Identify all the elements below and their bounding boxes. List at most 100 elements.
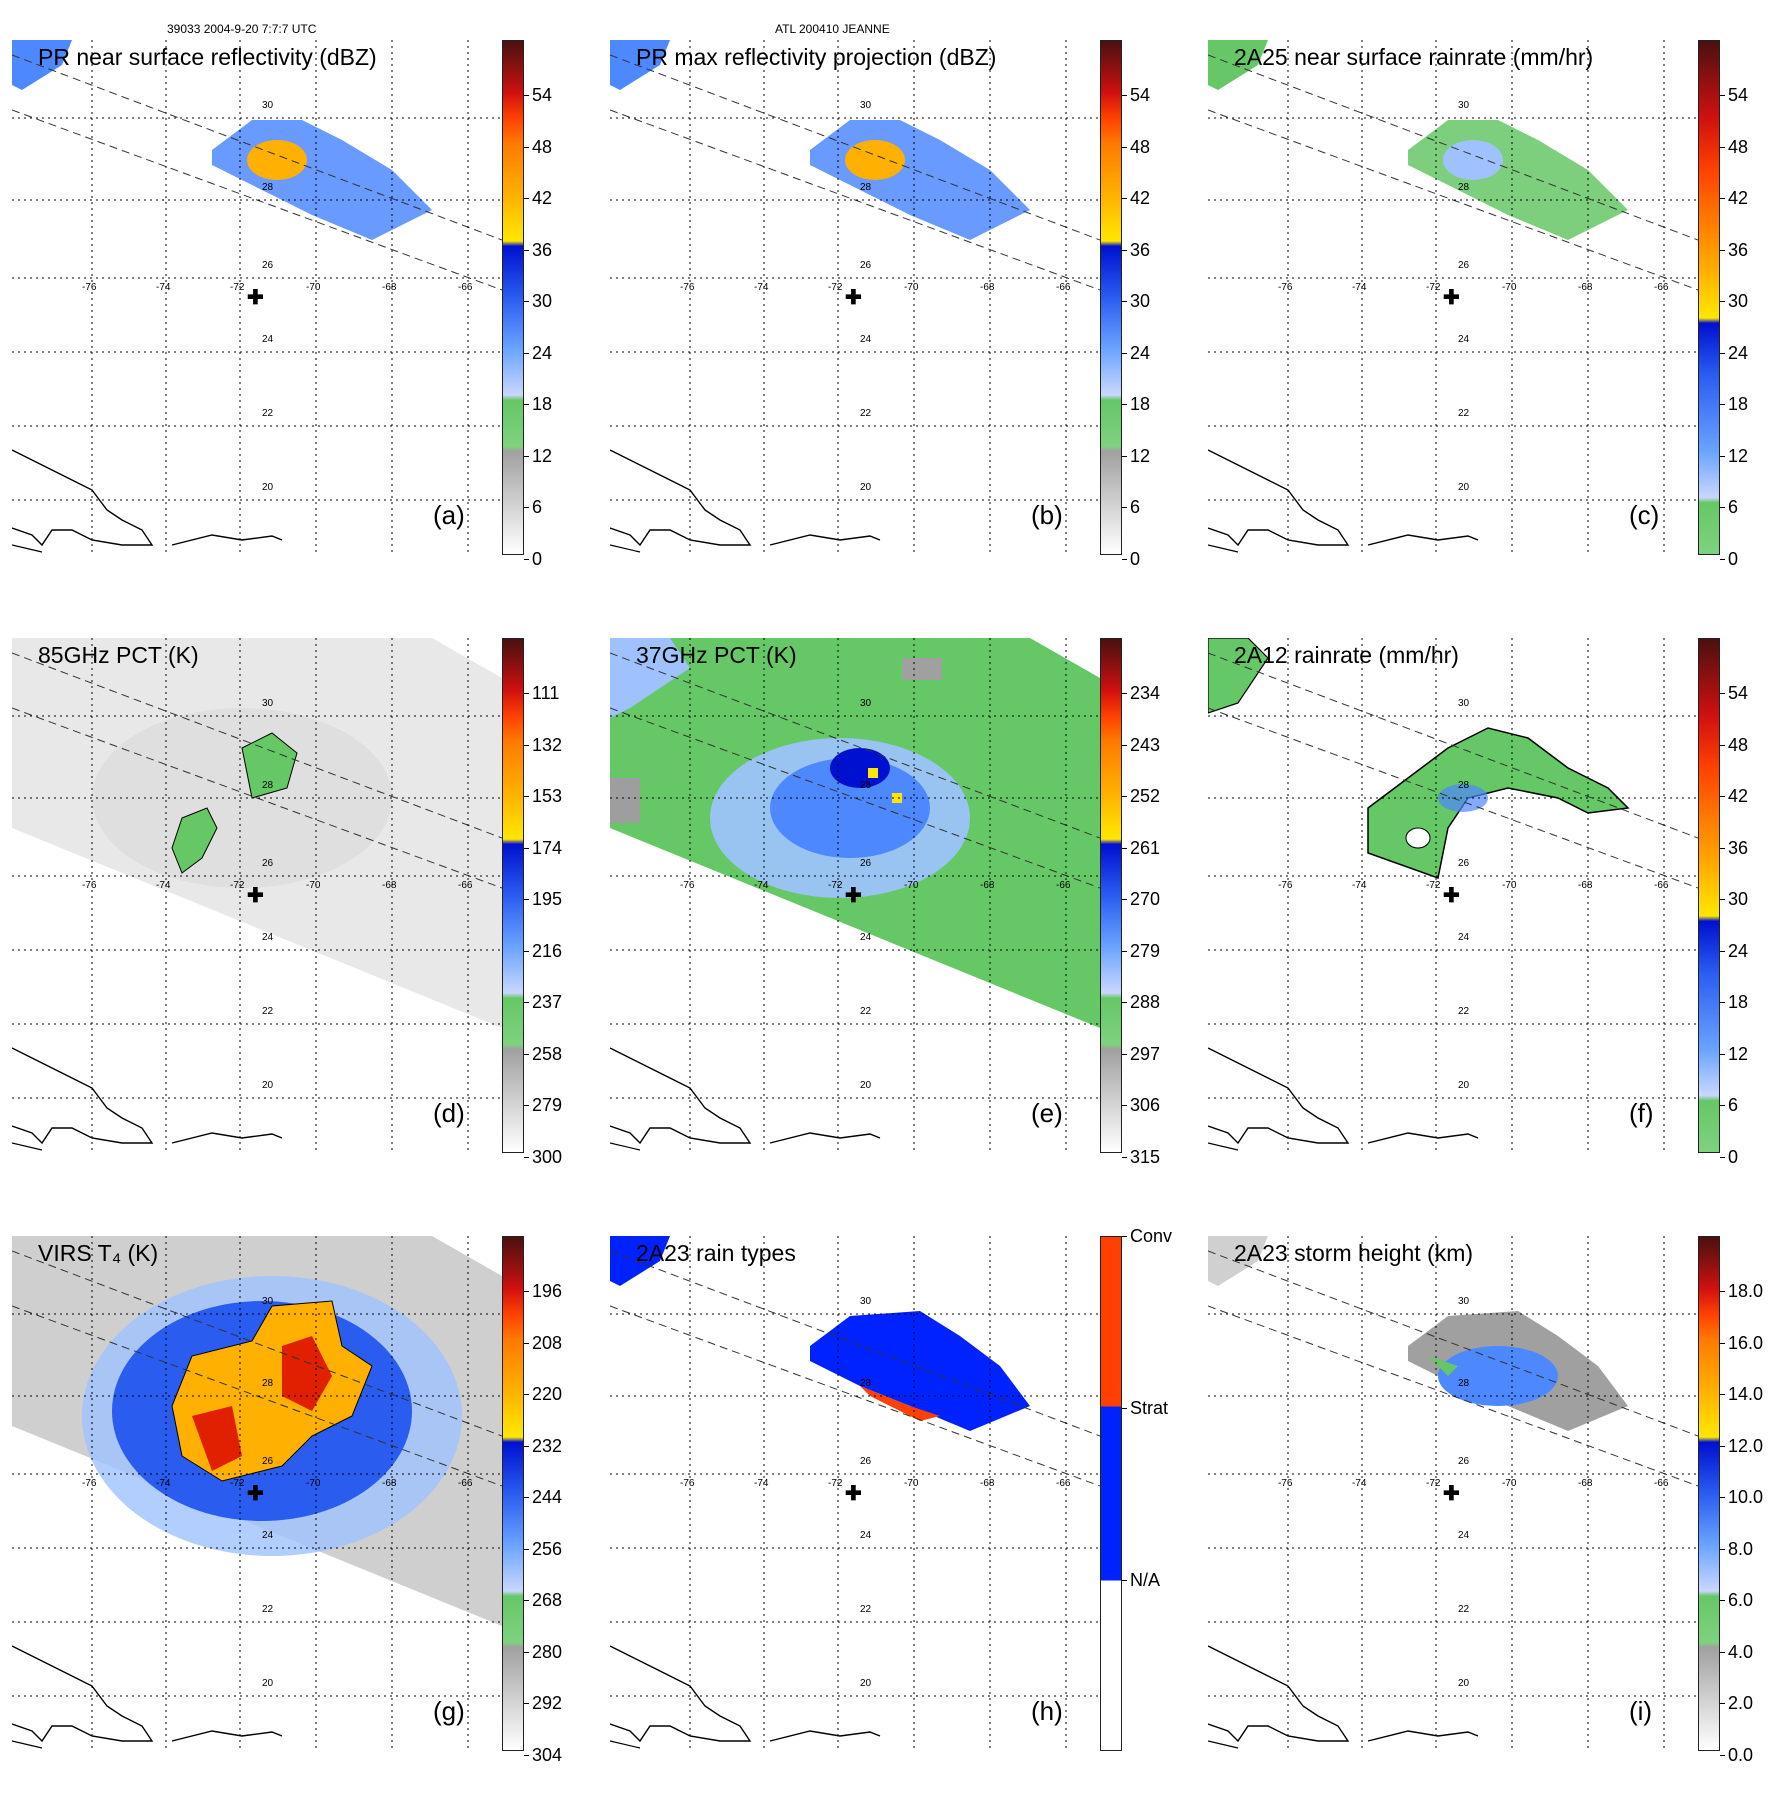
colorbar-tick-label: 12 xyxy=(1130,445,1151,466)
lat-label: 26 xyxy=(262,260,274,271)
panel-b: 30 28 26 24 22 20 -76 -74 -72 -70 -68 -66 ✚ PR max re… xyxy=(598,0,1188,600)
lat-label: 28 xyxy=(860,182,872,193)
lat-label: 30 xyxy=(1458,698,1470,709)
colorbar-tick-label: 24 xyxy=(1728,940,1749,961)
colorbar-tick-mark xyxy=(524,249,529,251)
colorbar xyxy=(1698,638,1720,1153)
colorbar-tick-mark xyxy=(524,1156,529,1158)
colorbar-tick-label: 12 xyxy=(1728,1043,1749,1064)
colorbar-tick-label: 216 xyxy=(532,940,563,961)
colorbar-tick-label: 0 xyxy=(532,548,543,569)
lat-label: 24 xyxy=(860,932,872,943)
lon-label: -72 xyxy=(828,1478,843,1489)
colorbar-tick-label: 12 xyxy=(532,445,553,466)
colorbar-tick-label: 268 xyxy=(532,1590,563,1610)
colorbar-tick-mark xyxy=(1720,950,1725,952)
storm-center-marker: ✚ xyxy=(247,885,264,907)
panel-title: 2A23 storm height (km) xyxy=(1234,1240,1474,1266)
panel-title: 2A12 rainrate (mm/hr) xyxy=(1234,642,1459,668)
storm-center-marker: ✚ xyxy=(845,1483,862,1505)
lon-label: -66 xyxy=(458,282,473,293)
lon-label: -68 xyxy=(382,1478,397,1489)
colorbar-tick-mark xyxy=(1122,95,1127,96)
lat-label: 30 xyxy=(262,698,274,709)
lat-label: 26 xyxy=(860,260,872,271)
panel-e: 30 28 26 24 22 20 -76 -74 -72 -70 -68 -66 ✚ 37GHz PCT… xyxy=(598,598,1188,1198)
lat-label: 24 xyxy=(262,932,274,943)
colorbar-tick-label: 8.0 xyxy=(1728,1538,1754,1559)
colorbar-tick-mark xyxy=(1720,1548,1725,1550)
panel-letter: (i) xyxy=(1629,1696,1653,1726)
panel-h: 30 28 26 24 22 20 -76 -74 -72 -70 -68 -66 ✚ 2A23 rain… xyxy=(598,1196,1188,1796)
lat-label: 30 xyxy=(262,1296,274,1307)
colorbar-tick-mark xyxy=(1720,301,1725,302)
colorbar-tick-label: 24 xyxy=(1130,342,1151,363)
lon-label: -72 xyxy=(828,282,843,293)
colorbar xyxy=(1698,40,1720,555)
panel-letter: (g) xyxy=(433,1696,465,1726)
colorbar-tick-label: 258 xyxy=(532,1043,563,1064)
colorbar-tick-label: 234 xyxy=(1130,683,1161,703)
colorbar-tick-mark xyxy=(524,558,529,560)
lat-label: 20 xyxy=(1458,1678,1470,1689)
colorbar-tick-mark xyxy=(524,1600,529,1601)
colorbar-tick-label: 252 xyxy=(1130,786,1161,806)
storm-info: ATL 200410 JEANNE xyxy=(775,22,890,36)
colorbar-tick-mark xyxy=(1122,352,1127,354)
colorbar-tick-mark xyxy=(524,1703,529,1704)
lat-label: 26 xyxy=(262,1456,274,1467)
colorbar-tick-mark xyxy=(1720,693,1725,694)
colorbar-tick-mark xyxy=(524,1105,529,1106)
colorbar-tick-label: 237 xyxy=(532,992,563,1012)
colorbar-tick-label: 304 xyxy=(532,1744,563,1765)
lon-label: -74 xyxy=(156,282,171,293)
lat-label: 22 xyxy=(262,1006,274,1017)
lon-label: -72 xyxy=(1426,880,1441,891)
colorbar-tick-mark xyxy=(1720,847,1725,849)
colorbar-tick-mark xyxy=(1720,1002,1725,1003)
colorbar-tick-mark xyxy=(1720,796,1725,797)
colorbar-tick-label: 18 xyxy=(1728,394,1749,414)
colorbar-tick-label: Strat xyxy=(1130,1398,1169,1418)
lon-label: -76 xyxy=(1278,282,1293,293)
colorbar-tick-mark xyxy=(1122,744,1127,746)
colorbar-tick-label: 0 xyxy=(1130,548,1141,569)
colorbar-tick-label: 36 xyxy=(1728,239,1749,260)
colorbar-tick-label: 0 xyxy=(1728,1146,1739,1167)
storm-center-marker: ✚ xyxy=(845,885,862,907)
colorbar-tick-label: 48 xyxy=(532,136,553,157)
panel-title: 37GHz PCT (K) xyxy=(636,642,797,668)
colorbar-tick-label: 48 xyxy=(1728,136,1749,157)
colorbar-tick-label: 42 xyxy=(532,188,553,208)
lat-label: 20 xyxy=(262,1080,274,1091)
colorbar-tick-label: 30 xyxy=(1728,889,1749,909)
lat-label: 20 xyxy=(1458,482,1470,493)
map-a xyxy=(12,40,502,555)
colorbar-tick-label: 36 xyxy=(1728,837,1749,858)
lon-label: -76 xyxy=(1278,1478,1293,1489)
lon-label: -68 xyxy=(980,880,995,891)
colorbar-tick-mark xyxy=(524,1445,529,1447)
lon-label: -74 xyxy=(156,1478,171,1489)
lat-label: 24 xyxy=(1458,334,1470,345)
colorbar-tick-label: 6 xyxy=(1728,497,1739,517)
panel-d: 30 28 26 24 22 20 -76 -74 -72 -70 -68 -66 ✚ 85GHz PCT… xyxy=(0,598,590,1198)
map-e xyxy=(610,638,1100,1153)
lat-label: 20 xyxy=(1458,1080,1470,1091)
lon-label: -74 xyxy=(1352,282,1367,293)
colorbar-tick-label: 16.0 xyxy=(1728,1332,1764,1353)
colorbar-tick-mark xyxy=(524,1548,529,1550)
colorbar-tick-mark xyxy=(1122,1053,1127,1055)
lon-label: -74 xyxy=(156,880,171,891)
colorbar-tick-mark xyxy=(1122,693,1127,694)
colorbar-tick-mark xyxy=(524,693,529,694)
colorbar-tick-mark xyxy=(1720,95,1725,96)
colorbar-tick-label: 6 xyxy=(532,497,543,517)
colorbar xyxy=(502,638,524,1153)
lat-label: 26 xyxy=(860,1456,872,1467)
lon-label: -72 xyxy=(230,880,245,891)
colorbar-tick-mark xyxy=(1720,1497,1725,1498)
colorbar-tick-mark xyxy=(1720,899,1725,900)
lon-label: -66 xyxy=(458,880,473,891)
colorbar-tick-label: 18.0 xyxy=(1728,1281,1764,1301)
